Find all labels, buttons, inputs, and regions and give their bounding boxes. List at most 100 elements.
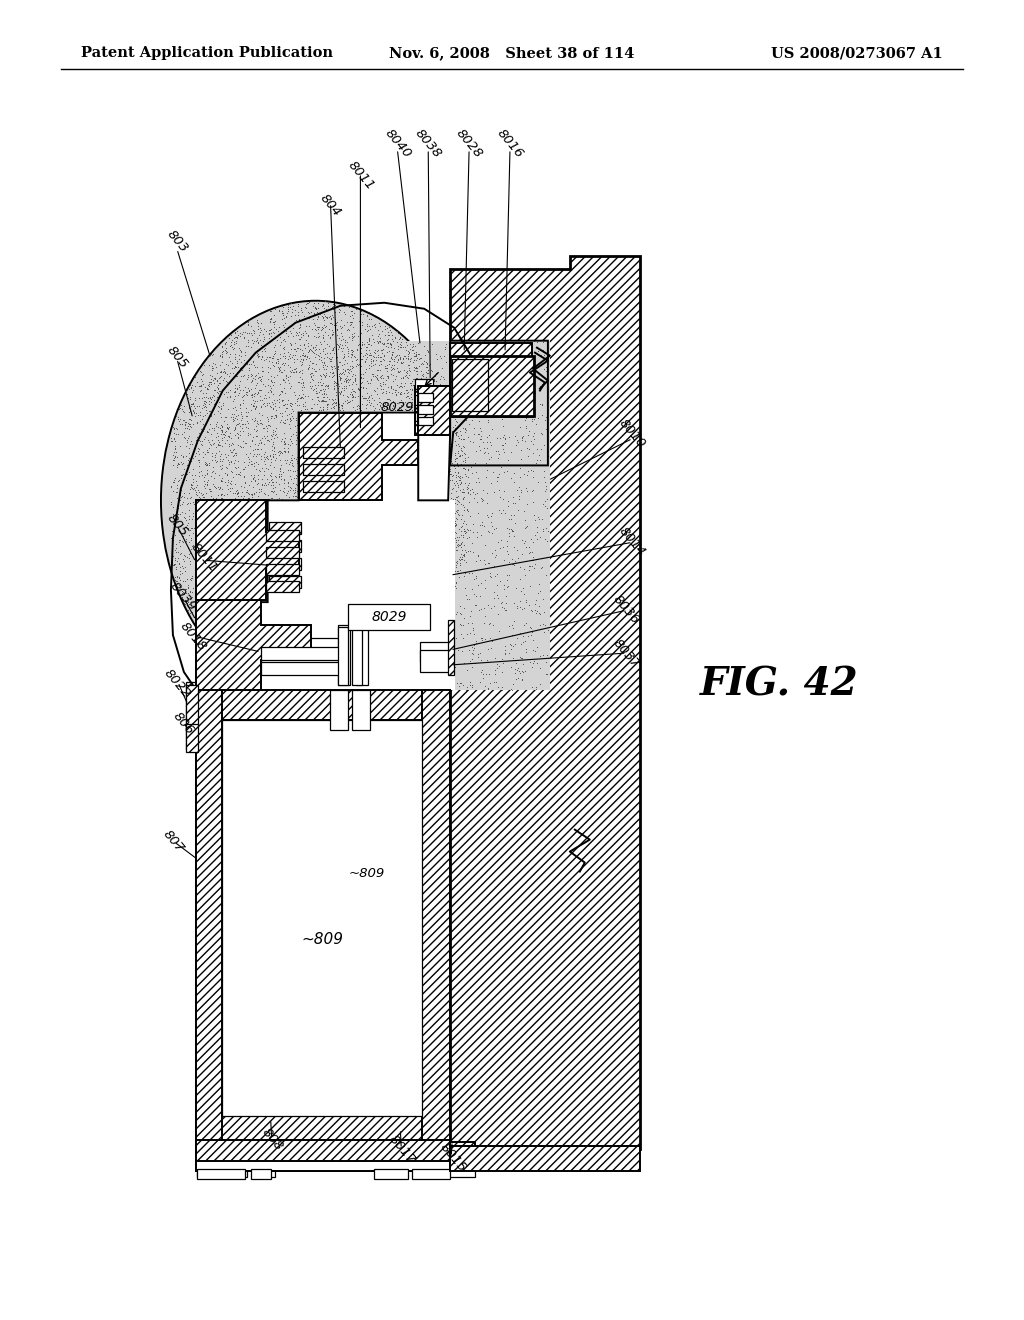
Point	[437, 513, 454, 535]
Point	[385, 544, 401, 565]
Point	[350, 395, 367, 416]
Point	[374, 333, 390, 354]
Point	[380, 529, 396, 550]
Point	[510, 657, 526, 678]
Point	[307, 298, 324, 319]
Point	[412, 467, 428, 488]
Point	[349, 466, 366, 487]
Point	[288, 508, 304, 529]
Point	[332, 549, 348, 570]
Point	[184, 503, 201, 524]
Point	[380, 462, 396, 483]
Point	[410, 454, 426, 475]
Point	[342, 546, 358, 568]
Point	[382, 479, 398, 500]
Point	[358, 395, 375, 416]
Point	[283, 411, 299, 432]
Point	[246, 619, 262, 640]
Point	[209, 490, 225, 511]
Point	[259, 356, 275, 378]
Point	[317, 612, 334, 634]
Point	[490, 620, 507, 642]
Point	[275, 603, 292, 624]
Point	[256, 444, 272, 465]
Point	[248, 502, 264, 523]
Point	[423, 400, 439, 421]
Point	[433, 554, 450, 576]
Point	[451, 440, 467, 461]
Point	[407, 500, 423, 521]
Point	[307, 319, 324, 341]
Point	[402, 348, 419, 370]
Point	[375, 418, 391, 440]
Point	[370, 554, 386, 576]
Point	[243, 323, 259, 345]
Point	[340, 318, 356, 339]
Point	[253, 499, 269, 520]
Point	[372, 503, 388, 524]
Point	[219, 605, 236, 626]
Point	[334, 326, 350, 347]
Point	[332, 405, 348, 426]
Point	[401, 339, 418, 360]
Point	[237, 413, 253, 434]
Point	[240, 417, 256, 438]
Point	[270, 474, 287, 495]
Point	[256, 474, 272, 495]
Point	[199, 462, 215, 483]
Point	[402, 527, 419, 548]
Point	[445, 388, 462, 409]
Point	[388, 675, 404, 696]
Point	[411, 573, 427, 594]
Point	[312, 496, 329, 517]
Point	[364, 543, 380, 564]
Point	[368, 469, 384, 490]
Point	[506, 462, 522, 483]
Point	[345, 570, 361, 591]
Point	[398, 502, 415, 523]
Point	[380, 329, 396, 350]
Point	[367, 397, 383, 418]
Point	[349, 407, 366, 428]
Point	[428, 371, 444, 392]
Point	[250, 343, 266, 364]
Point	[266, 466, 283, 487]
Point	[326, 582, 342, 603]
Point	[202, 609, 218, 630]
Point	[214, 429, 230, 450]
Point	[305, 632, 322, 653]
Point	[190, 507, 207, 528]
Point	[391, 486, 408, 507]
Point	[457, 347, 473, 368]
Point	[176, 486, 193, 507]
Point	[351, 607, 368, 628]
Point	[208, 356, 224, 378]
Point	[539, 664, 555, 685]
Point	[346, 618, 362, 639]
Point	[293, 376, 309, 397]
Bar	[418, 392, 433, 401]
Point	[254, 503, 270, 524]
Point	[390, 634, 407, 655]
Point	[223, 576, 240, 597]
Point	[482, 434, 499, 455]
Point	[308, 404, 325, 425]
Point	[344, 527, 360, 548]
Point	[316, 383, 333, 404]
Point	[250, 413, 266, 434]
Point	[336, 462, 352, 483]
Bar	[451, 355, 534, 416]
Point	[216, 594, 232, 615]
Point	[531, 603, 548, 624]
Point	[183, 517, 200, 539]
Point	[310, 519, 327, 540]
Point	[462, 520, 478, 541]
Point	[191, 422, 208, 444]
Point	[396, 346, 413, 367]
Point	[421, 378, 437, 399]
Point	[336, 517, 352, 539]
Point	[358, 671, 375, 692]
Point	[281, 366, 297, 387]
Point	[337, 425, 353, 446]
Point	[453, 672, 469, 693]
